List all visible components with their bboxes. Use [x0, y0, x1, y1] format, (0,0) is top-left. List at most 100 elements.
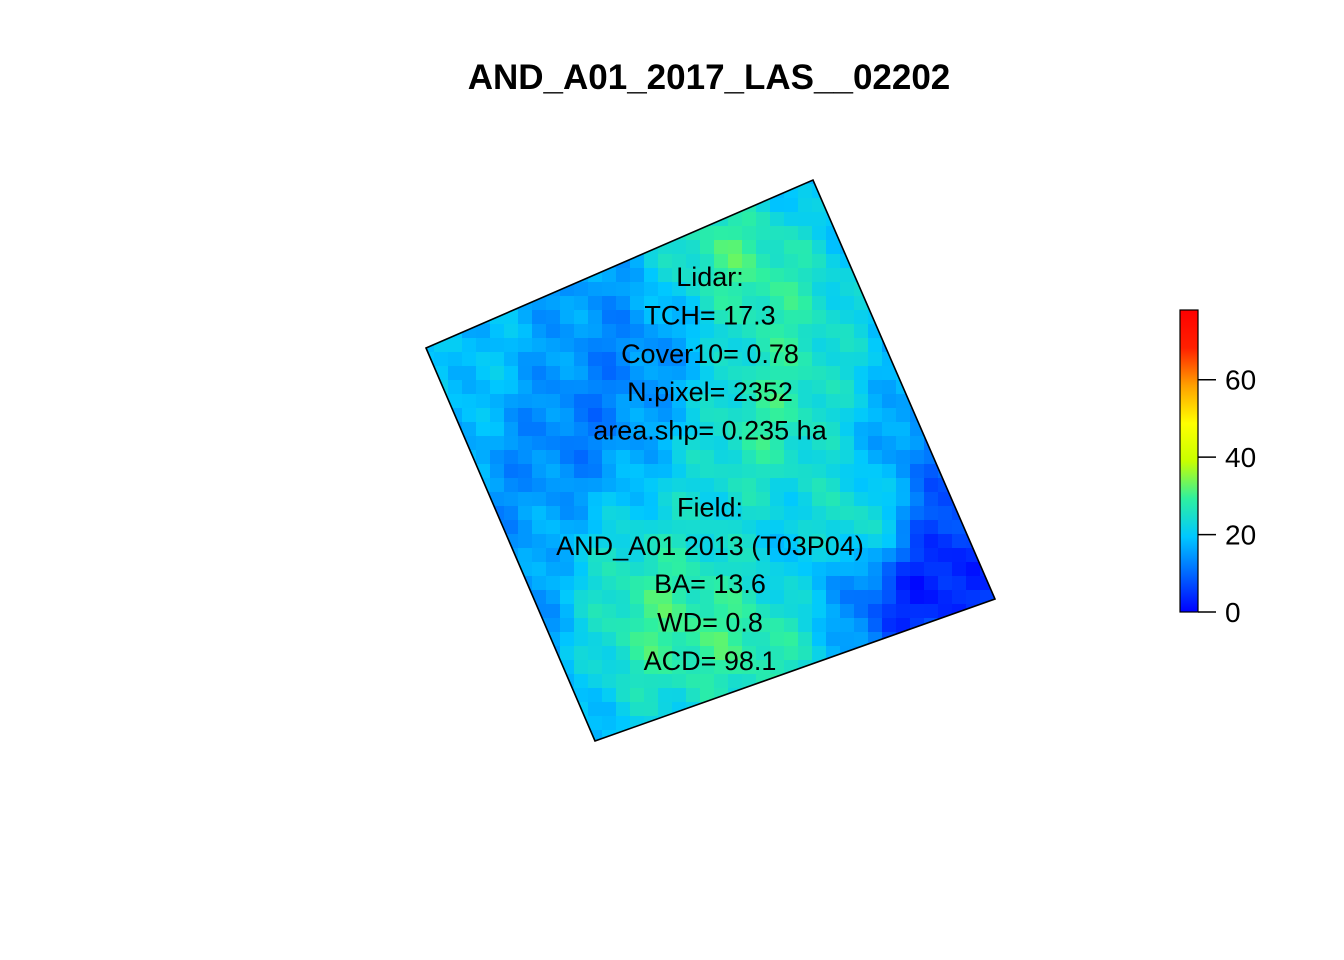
raster-cell [574, 520, 589, 535]
raster-cell [686, 688, 701, 703]
raster-cell [426, 646, 435, 661]
raster-cell [910, 422, 925, 437]
raster-cell [672, 254, 687, 269]
raster-cell [602, 590, 617, 605]
raster-cell [966, 562, 981, 577]
raster-cell [532, 562, 547, 577]
raster-cell [714, 730, 729, 741]
raster-cell [784, 548, 799, 563]
raster-cell [980, 688, 995, 703]
raster-cell [756, 478, 771, 493]
raster-cell [812, 436, 827, 451]
raster-cell [686, 674, 701, 689]
raster-cell [854, 520, 869, 535]
raster-cell [952, 716, 967, 731]
raster-cell [756, 520, 771, 535]
raster-cell [784, 324, 799, 339]
raster-cell [588, 394, 603, 409]
raster-cell [868, 380, 883, 395]
raster-cell [882, 422, 897, 437]
raster-cell [714, 674, 729, 689]
raster-cell [602, 212, 617, 227]
raster-cell [938, 660, 953, 675]
raster-cell [672, 338, 687, 353]
raster-cell [812, 520, 827, 535]
raster-cell [938, 520, 953, 535]
raster-cell [924, 548, 939, 563]
raster-cell [756, 310, 771, 325]
raster-cell [742, 478, 757, 493]
raster-cell [854, 184, 869, 199]
raster-cell [980, 534, 995, 549]
raster-cell [658, 660, 673, 675]
raster-cell [602, 548, 617, 563]
raster-cell [756, 408, 771, 423]
raster-cell [868, 478, 883, 493]
raster-cell [812, 254, 827, 269]
raster-cell [896, 590, 911, 605]
raster-cell [826, 632, 841, 647]
raster-cell [938, 730, 953, 741]
raster-cell [896, 716, 911, 731]
raster-cell [602, 618, 617, 633]
raster-cell [658, 296, 673, 311]
raster-cell [644, 562, 659, 577]
raster-cell [630, 422, 645, 437]
raster-cell [812, 310, 827, 325]
raster-cell [686, 338, 701, 353]
raster-cell [910, 324, 925, 339]
raster-cell [672, 198, 687, 213]
raster-cell [924, 604, 939, 619]
raster-cell [924, 660, 939, 675]
raster-cell [994, 604, 995, 619]
raster-cell [672, 478, 687, 493]
raster-cell [714, 240, 729, 255]
raster-cell [504, 254, 519, 269]
raster-cell [924, 226, 939, 241]
raster-cell [728, 450, 743, 465]
raster-cell [658, 534, 673, 549]
raster-cell [546, 394, 561, 409]
raster-cell [994, 226, 995, 241]
raster-cell [426, 310, 435, 325]
raster-cell [448, 282, 463, 297]
raster-cell [518, 534, 533, 549]
raster-cell [742, 296, 757, 311]
raster-cell [644, 688, 659, 703]
raster-cell [784, 422, 799, 437]
raster-cell [770, 618, 785, 633]
raster-cell [714, 394, 729, 409]
raster-cell [630, 506, 645, 521]
raster-cell [770, 450, 785, 465]
raster-cell [602, 534, 617, 549]
raster-cell [462, 702, 477, 717]
raster-cell [994, 310, 995, 325]
raster-cell [812, 338, 827, 353]
raster-cell [924, 184, 939, 199]
raster-cell [812, 212, 827, 227]
raster-cell [672, 492, 687, 507]
raster-cell [546, 338, 561, 353]
raster-cell [504, 478, 519, 493]
raster-cell [770, 660, 785, 675]
raster-cell [574, 352, 589, 367]
raster-cell [812, 324, 827, 339]
raster-cell [644, 478, 659, 493]
raster-cell [854, 506, 869, 521]
raster-cell [462, 198, 477, 213]
raster-cell [980, 716, 995, 731]
raster-cell [490, 688, 505, 703]
raster-cell [798, 730, 813, 741]
raster-cell [700, 366, 715, 381]
raster-cell [560, 436, 575, 451]
raster-cell [728, 352, 743, 367]
raster-cell [588, 576, 603, 591]
raster-cell [476, 506, 491, 521]
raster-cell [602, 394, 617, 409]
raster-cell [546, 478, 561, 493]
raster-cell [602, 450, 617, 465]
raster-cell [868, 646, 883, 661]
raster-cell [742, 618, 757, 633]
raster-cell [756, 562, 771, 577]
raster-cell [938, 394, 953, 409]
